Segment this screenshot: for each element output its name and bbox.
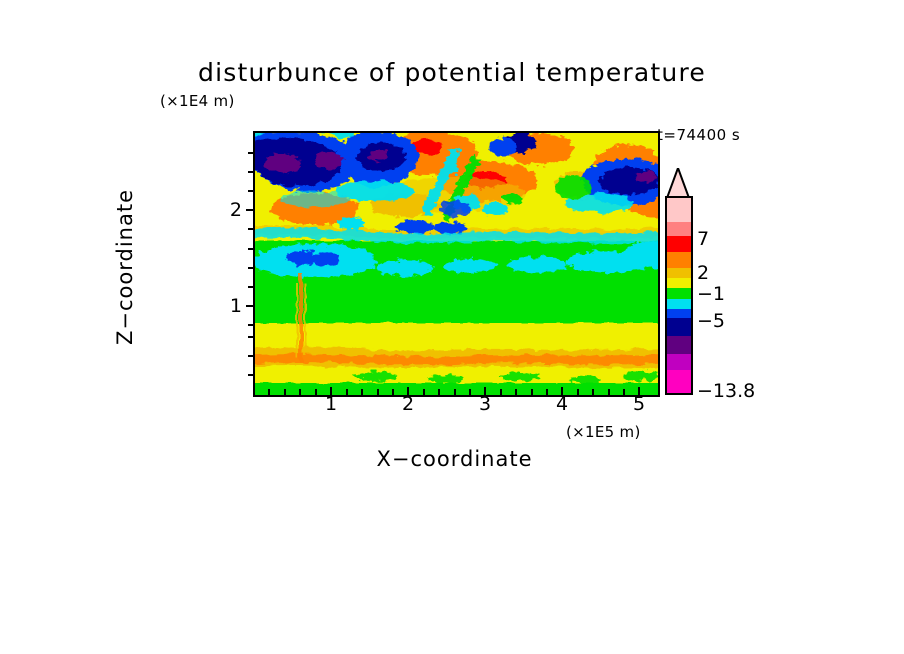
colorbar-band — [667, 278, 691, 288]
colorbar-band — [667, 354, 691, 370]
colorbar-band — [667, 309, 691, 318]
x-tick-label-5: 5 — [632, 393, 646, 415]
x-tick-label-4: 4 — [555, 393, 569, 415]
x-tick-label-2: 2 — [401, 393, 415, 415]
page-title: disturbunce of potential temperature — [198, 58, 706, 87]
colorbar-label-min: −13.8 — [697, 380, 756, 402]
y-tick-label-1: 1 — [229, 295, 242, 317]
x-tick-label-1: 1 — [324, 393, 338, 415]
colorbar-band — [667, 288, 691, 299]
colorbar-label-2: 2 — [697, 262, 710, 284]
colorbar-band — [667, 370, 691, 393]
colorbar-bands — [665, 196, 693, 395]
y-axis-title: Z−coordinate — [113, 189, 137, 345]
colorbar-label-neg1: −1 — [697, 283, 726, 305]
contour-field — [255, 133, 658, 395]
colorbar-extend-arrow — [665, 168, 691, 198]
colorbar-label-7: 7 — [697, 228, 710, 250]
colorbar-band — [667, 252, 691, 268]
colorbar-band — [667, 222, 691, 236]
x-tick-label-3: 3 — [478, 393, 492, 415]
colorbar — [665, 168, 693, 395]
colorbar-band — [667, 336, 691, 354]
x-axis-unit-label: (×1E5 m) — [566, 423, 641, 441]
colorbar-band — [667, 299, 691, 309]
colorbar-band — [667, 268, 691, 278]
contour-plot-area — [253, 131, 660, 397]
x-axis-title: X−coordinate — [376, 447, 533, 471]
colorbar-band — [667, 318, 691, 336]
y-tick-label-2: 2 — [229, 199, 242, 221]
colorbar-band — [667, 198, 691, 222]
y-axis-unit-label: (×1E4 m) — [160, 92, 235, 110]
colorbar-band — [667, 236, 691, 252]
time-annotation: t=74400 s — [657, 126, 741, 144]
colorbar-label-neg5: −5 — [697, 310, 726, 332]
